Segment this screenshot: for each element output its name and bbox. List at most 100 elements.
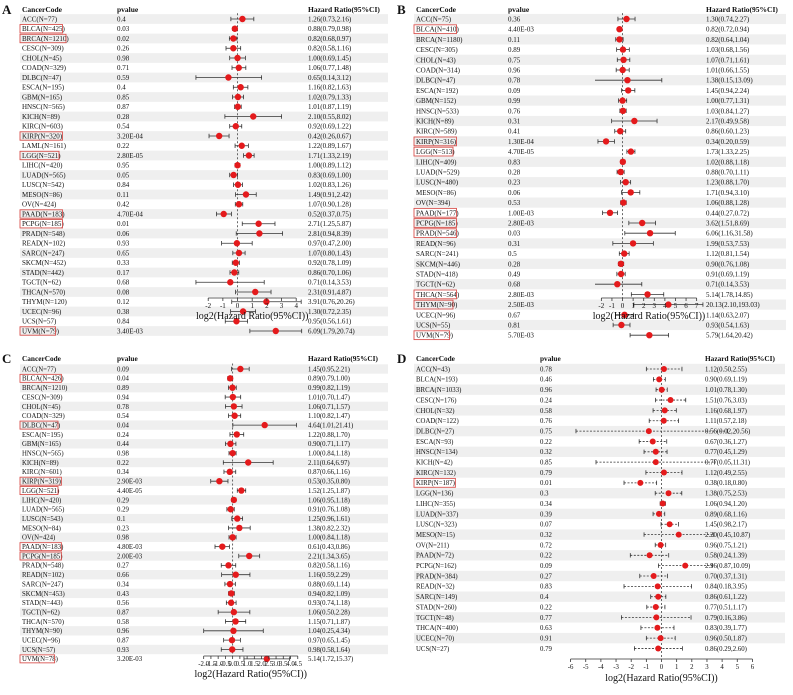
hazard-ratio-point [230,35,237,42]
pvalue-label: 0.22 [540,553,552,560]
cancer-code-label: READ(N=102) [22,572,64,579]
pvalue-label: 0.29 [117,507,129,514]
hazard-ratio-point [646,332,653,339]
pvalue-label: 2.00E-03 [117,553,143,560]
pvalue-label: 0.93 [117,647,129,654]
significant-highlight-box [19,486,59,495]
x-axis-title: log2(Hazard Ratio(95%CI)) [605,673,717,684]
x-tick-label: 3 [280,302,284,310]
hazard-ratio-label: 1.16(0.82,1.63) [308,84,352,92]
cancer-code-label: HNSC(N=565) [22,451,64,458]
pvalue-label: 0.03 [508,230,521,238]
hazard-ratio-point [645,428,652,435]
pvalue-label: 2.80E-03 [508,291,534,299]
hazard-ratio-point [620,199,627,206]
pvalue-label: 0.17 [117,269,130,277]
cancer-code-label: COAD(N=314) [416,66,461,74]
hazard-ratio-label: 1.06(0.50,2.28) [308,609,350,616]
hazard-ratio-point [225,74,232,81]
pvalue-label: 4.70E-04 [117,210,143,218]
row-band [414,258,786,269]
hazard-ratio-point [233,318,240,325]
row-band [20,14,388,24]
cancer-code-label: BLCA(N=425) [22,25,66,33]
significant-highlight-box [413,24,457,35]
cancer-code-label: UCEC(N=70) [416,635,454,642]
hazard-ratio-label: 0.91(0.69,1.19) [706,270,750,278]
x-tick-label: 5 [736,664,740,671]
hazard-ratio-point [226,375,234,382]
pvalue-label: 0.09 [508,87,521,95]
significant-highlight-box [413,299,454,310]
row-band [20,401,388,412]
cancer-code-label: GBM(N=165) [22,93,63,101]
hazard-ratio-label: 0.96(0.50,1.87) [705,635,747,642]
pvalue-label: 0.44 [117,441,129,448]
cancer-code-label: STAD(N=418) [416,270,459,278]
pvalue-label: 0.77 [540,615,552,622]
x-axis-title: log2(Hazard Ratio(95%CI)) [593,311,705,322]
pvalue-label: 0.41 [508,128,521,136]
x-tick-label: 4.5 [294,661,303,668]
pvalue-label: 0.59 [117,74,130,82]
x-tick-label: 4 [720,664,724,671]
hazard-ratio-label: 6.06(1.16,31.58) [706,230,753,238]
row-band [20,644,388,655]
pvalue-label: 0.72 [540,542,552,549]
significant-highlight-box [19,150,60,161]
significant-highlight-box [19,373,62,383]
hazard-ratio-point [644,291,651,298]
row-band [20,476,388,486]
pvalue-label: 0.56 [117,600,129,607]
hazard-ratio-label: 1.22(0.88,1.70) [308,432,350,439]
cancer-code-label: UCS(N=57) [22,647,55,654]
pvalue-label: 0.66 [117,572,129,579]
hazard-ratio-point [228,590,235,597]
cancer-code-label: ACC(N=77) [22,366,56,373]
header-pvalue: pvalue [117,5,139,14]
hazard-ratio-point [606,209,614,216]
pvalue-label: 0.04 [117,376,129,383]
pvalue-label: 0.31 [508,117,521,125]
row-band [20,457,388,468]
x-tick-label: 2.0 [257,661,266,668]
pvalue-label: 0.32 [540,532,552,539]
hazard-ratio-point [659,500,666,507]
hazard-ratio-point [234,93,242,101]
cancer-code-label: CESC(N=309) [22,45,64,53]
hazard-ratio-label: 1.12(0.81,1.54) [706,250,750,258]
hazard-ratio-point [227,440,234,447]
hazard-ratio-point [666,521,673,528]
cancer-code-label: THYM(N=120) [22,298,67,306]
hazard-ratio-label: 1.45(0.94,2.24) [706,87,750,95]
cancer-code-label: UVM(N=78) [22,656,58,663]
hazard-ratio-point [232,259,239,266]
hazard-ratio-label: 1.06(0.77,1.48) [308,64,352,72]
pvalue-label: 0.96 [117,628,129,635]
hazard-ratio-label: 5.14(1.72,15.37) [308,656,353,663]
forest-panel-b: B CancerCode pvalue Hazard Ratio(95%CI) ACC(… [397,2,786,341]
significant-highlight-box [19,542,62,552]
hazard-ratio-point [637,479,644,486]
pvalue-label: 0.09 [117,366,129,373]
cancer-code-label: GBM(N=165) [22,441,61,448]
cancer-code-label: CHOL(N=45) [22,54,62,62]
pvalue-label: 0.98 [117,535,129,542]
pvalue-label: 0.08 [117,288,130,296]
row-band [414,570,785,582]
hazard-ratio-point [625,87,632,94]
hazard-ratio-point [227,279,234,286]
pvalue-label: 0.89 [508,46,521,54]
cancer-code-label: LUAD(N=529) [416,168,460,176]
hazard-ratio-label: 0.93(0.74,1.18) [308,600,350,607]
hazard-ratio-point [242,191,250,198]
hazard-ratio-point [661,407,668,414]
hazard-ratio-point [245,152,253,159]
cancer-code-label: OV(N=394) [416,199,451,207]
pvalue-label: 4.80E-03 [117,544,143,551]
cancer-code-label: ACC(N=43) [416,366,450,373]
cancer-code-label: UCS(N=27) [416,646,449,653]
hazard-ratio-label: 0.71(0.14,3.53) [706,281,750,289]
hazard-ratio-label: 1.06(0.88,1.28) [706,199,750,207]
cancer-code-label: BRCA(N=1033) [416,387,461,394]
